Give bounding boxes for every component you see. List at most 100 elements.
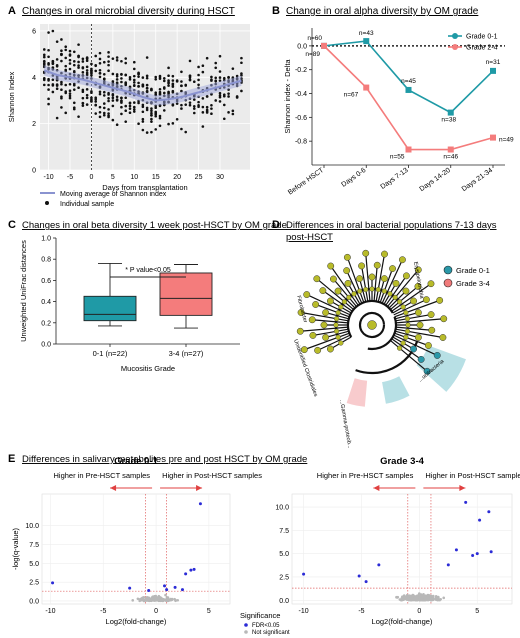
sample-point bbox=[188, 103, 192, 107]
cladogram-node bbox=[303, 291, 311, 299]
sample-point bbox=[192, 111, 196, 115]
sample-point bbox=[42, 83, 46, 87]
panel-b-letter: B bbox=[272, 5, 280, 17]
sample-point bbox=[132, 78, 136, 82]
sample-point bbox=[137, 122, 140, 125]
x-tick-label: 5 bbox=[207, 608, 211, 615]
cladogram-branch bbox=[375, 253, 386, 302]
cladogram-node bbox=[416, 321, 424, 329]
cladogram-node bbox=[404, 316, 411, 322]
sample-point bbox=[188, 101, 192, 104]
sample-point bbox=[115, 123, 119, 126]
cladogram-node bbox=[308, 316, 316, 324]
sample-point bbox=[154, 114, 158, 118]
arrow-label-pre: Higher in Pre-HSCT samples bbox=[54, 471, 151, 480]
cladogram-branch bbox=[394, 299, 440, 318]
arrow-pre-head bbox=[373, 485, 380, 491]
y-tick-label: 1.0 bbox=[41, 236, 51, 243]
sample-point bbox=[77, 43, 80, 46]
sample-point bbox=[154, 128, 158, 131]
sample-point bbox=[222, 93, 226, 97]
sample-point bbox=[64, 83, 68, 87]
cladogram-branch bbox=[325, 330, 349, 339]
x-tick-label: 30 bbox=[216, 174, 224, 181]
sample-point bbox=[137, 84, 140, 88]
x-tick-label: 0-1 (n=22) bbox=[93, 349, 128, 358]
sample-point bbox=[115, 56, 119, 59]
cladogram-node bbox=[403, 334, 409, 340]
legend-label: Grade 0-1 bbox=[466, 34, 498, 41]
sample-point bbox=[115, 73, 119, 76]
sample-point bbox=[94, 103, 98, 107]
cladogram-branch bbox=[385, 275, 407, 306]
sample-point bbox=[132, 105, 136, 109]
sample-point bbox=[240, 72, 243, 75]
sample-point bbox=[218, 76, 222, 79]
significant-point bbox=[471, 554, 475, 558]
cladogram-node bbox=[351, 291, 357, 297]
panel-c: C Changes in oral beta diversity 1 week … bbox=[8, 219, 287, 373]
sample-point bbox=[51, 83, 55, 86]
moving-average-line bbox=[43, 69, 242, 102]
sample-point bbox=[222, 76, 226, 80]
cladogram-branch bbox=[395, 328, 444, 339]
cladogram-node bbox=[362, 249, 370, 257]
cladogram-node bbox=[343, 253, 351, 261]
sample-size-label: n=55 bbox=[390, 154, 405, 161]
sample-point bbox=[154, 106, 158, 110]
y-tick-label: 0.0 bbox=[297, 43, 307, 50]
y-tick-label: -0.8 bbox=[295, 139, 307, 146]
sample-point bbox=[60, 106, 63, 109]
x-tick-label: 15 bbox=[152, 174, 160, 181]
sample-point bbox=[60, 82, 63, 86]
sample-point bbox=[171, 83, 175, 87]
sample-point bbox=[145, 76, 149, 80]
panel-d: D Differences in oral bacterial populati… bbox=[272, 219, 497, 449]
sample-point bbox=[107, 60, 110, 63]
sample-size-label: n=46 bbox=[443, 154, 458, 161]
sample-point bbox=[145, 74, 149, 78]
sample-point bbox=[90, 69, 93, 72]
sample-point bbox=[128, 107, 132, 110]
sample-point bbox=[72, 101, 76, 105]
sample-point bbox=[42, 59, 46, 63]
sample-point bbox=[145, 83, 149, 87]
sample-point bbox=[85, 96, 89, 100]
sample-point bbox=[205, 111, 209, 114]
sample-point bbox=[77, 86, 80, 90]
y-tick-label: 2.5 bbox=[279, 574, 289, 581]
x-tick-label: 5 bbox=[475, 608, 479, 615]
x-axis-label: Log2(fold-change) bbox=[106, 617, 167, 626]
cladogram-node bbox=[335, 334, 341, 340]
significant-point bbox=[51, 581, 55, 585]
panel-c-letter: C bbox=[8, 219, 16, 231]
sample-point bbox=[90, 74, 93, 77]
cladogram-node bbox=[334, 287, 342, 295]
sample-point bbox=[137, 81, 140, 85]
sample-point bbox=[128, 101, 132, 105]
sample-point bbox=[85, 93, 89, 97]
sample-point bbox=[171, 122, 175, 125]
x-tick-label: 25 bbox=[195, 174, 203, 181]
cladogram-node bbox=[296, 327, 304, 335]
sample-point bbox=[120, 72, 123, 76]
non-significant-point bbox=[165, 596, 169, 599]
cladogram-node bbox=[400, 304, 406, 310]
cladogram-branch bbox=[389, 285, 419, 311]
cladogram-node bbox=[338, 304, 344, 310]
significant-point bbox=[487, 510, 491, 514]
cladogram-branch bbox=[391, 283, 432, 312]
x-tick-label: 3-4 (n=27) bbox=[169, 349, 204, 358]
cladogram-branch bbox=[379, 268, 394, 303]
sample-point bbox=[72, 107, 76, 111]
sample-point bbox=[150, 120, 153, 123]
sample-point bbox=[167, 84, 170, 87]
significant-point bbox=[377, 563, 381, 567]
sample-point bbox=[47, 31, 50, 34]
data-point bbox=[363, 38, 370, 45]
cladogram-branch bbox=[381, 259, 403, 304]
sample-point bbox=[124, 120, 128, 123]
y-tick-label: 0.0 bbox=[41, 342, 51, 349]
cladogram-branch bbox=[316, 278, 355, 311]
panel-d-letter: D bbox=[272, 219, 280, 231]
